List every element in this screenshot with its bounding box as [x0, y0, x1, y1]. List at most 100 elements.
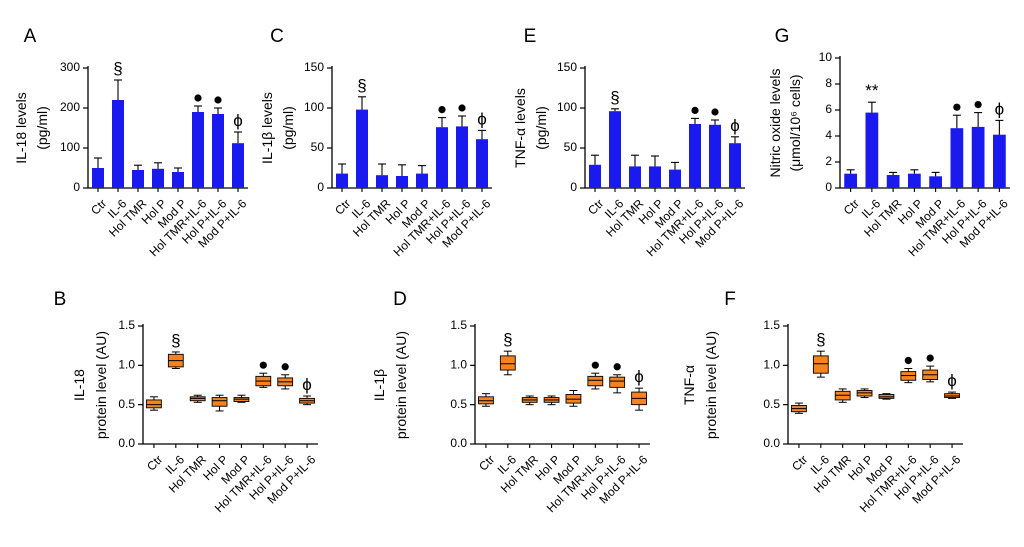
panel-D: DIL-1β protein level (AU)0.00.51.01.5CtrI… [371, 289, 651, 515]
y-axis-label: protein level (AU) [93, 331, 109, 439]
x-tick-label: Ctr [476, 452, 497, 473]
y-axis-label: (pg/ml) [533, 106, 549, 150]
annotation-dot [613, 363, 621, 371]
y-tick-label: 1.0 [763, 358, 780, 372]
panel-A: AIL-18 levels (pg/ml)0100200300CtrIL-6§Ho… [13, 26, 250, 259]
bar [589, 164, 601, 188]
y-tick-label: 0.0 [450, 436, 467, 450]
y-tick-label: 100 [60, 140, 80, 154]
bar [172, 172, 184, 188]
annotation-dot [214, 96, 222, 104]
bar [689, 124, 701, 188]
annotation-symbol: ϕ [995, 99, 1005, 118]
y-tick-label: 0.5 [450, 397, 467, 411]
annotation-symbol: § [357, 76, 366, 95]
y-tick-label: 100 [304, 100, 324, 114]
y-tick-label: 0 [825, 180, 832, 194]
panel-letter: C [270, 26, 284, 47]
panel-letter: D [393, 289, 407, 310]
bar [356, 109, 368, 188]
bar [476, 139, 488, 188]
y-axis-label: TNF-α [681, 365, 697, 405]
annotation-symbol: § [610, 88, 619, 107]
bar [396, 176, 408, 188]
y-axis-label: IL-1β [371, 369, 387, 401]
annotation-symbol: ϕ [302, 375, 312, 394]
bar [436, 127, 448, 188]
annotation-dot [926, 354, 934, 362]
y-axis-label: (μmol/10⁶ cells) [787, 74, 803, 171]
panel-letter: G [775, 26, 790, 47]
box [587, 375, 604, 387]
annotation-dot [438, 106, 446, 114]
bar [336, 173, 348, 188]
x-tick-label: Ctr [585, 196, 606, 217]
y-tick-label: 300 [60, 60, 80, 74]
bar [908, 173, 921, 188]
x-tick-label: Ctr [332, 196, 353, 217]
y-axis-label: IL-18 [71, 369, 87, 401]
annotation-dot [711, 108, 719, 116]
y-axis-label: TNF-α levels [512, 88, 528, 168]
y-axis-label: Nitric oxide levels [767, 69, 783, 178]
box [146, 399, 162, 409]
annotation-dot [259, 361, 267, 369]
y-tick-label: 0.0 [118, 436, 135, 450]
y-axis-label: protein level (AU) [703, 331, 719, 439]
y-tick-label: 1.0 [118, 358, 135, 372]
y-tick-label: 0.5 [118, 397, 135, 411]
bar [971, 126, 985, 188]
y-axis-label: (pg/ml) [34, 106, 50, 150]
y-tick-label: 6 [825, 102, 832, 116]
annotation-dot [953, 103, 961, 111]
annotation-symbol: ϕ [233, 111, 243, 130]
y-tick-label: 8 [825, 76, 832, 90]
y-axis-label: IL-18 levels [13, 92, 29, 164]
bar [416, 173, 428, 188]
annotation-symbol: § [113, 59, 122, 78]
panel-letter: F [724, 289, 736, 310]
y-tick-label: 0 [73, 180, 80, 194]
y-tick-label: 150 [557, 60, 577, 74]
panel-C: CIL-1β levels (pg/ml)050100150CtrIL-6§Hol… [259, 26, 494, 259]
bar [376, 175, 388, 188]
y-tick-label: 50 [311, 140, 325, 154]
annotation-symbol: ϕ [477, 109, 487, 128]
annotation-symbol: § [503, 330, 512, 349]
y-axis-label: (pg/ml) [280, 106, 296, 150]
bar [709, 124, 721, 188]
annotation-dot [974, 101, 982, 109]
panel-letter: E [524, 26, 537, 47]
bar [132, 170, 144, 188]
y-tick-label: 1.5 [118, 318, 135, 332]
x-tick-label: Ctr [789, 452, 810, 473]
y-tick-label: 100 [557, 100, 577, 114]
bar [865, 112, 879, 188]
annotation-symbol: ϕ [947, 371, 957, 390]
y-tick-label: 200 [60, 100, 80, 114]
y-tick-label: 50 [564, 140, 578, 154]
annotation-dot [691, 106, 699, 114]
bar [609, 111, 621, 188]
y-tick-label: 0 [317, 180, 324, 194]
annotation-symbol: § [816, 330, 825, 349]
box [609, 376, 626, 388]
bar [993, 134, 1006, 188]
bar [929, 176, 942, 188]
annotation-dot [194, 94, 202, 102]
bar [886, 175, 900, 188]
y-tick-label: 150 [304, 60, 324, 74]
bar [232, 143, 244, 188]
bar [629, 166, 641, 188]
panel-letter: A [24, 26, 37, 47]
bar [456, 126, 468, 188]
box [499, 355, 516, 371]
y-tick-label: 2 [825, 154, 832, 168]
annotation-symbol: ϕ [634, 367, 644, 386]
annotation-dot [281, 363, 289, 371]
y-tick-label: 1.0 [450, 358, 467, 372]
annotation-symbol: § [171, 331, 180, 350]
bar [729, 143, 741, 188]
annotation-dot [591, 361, 599, 369]
